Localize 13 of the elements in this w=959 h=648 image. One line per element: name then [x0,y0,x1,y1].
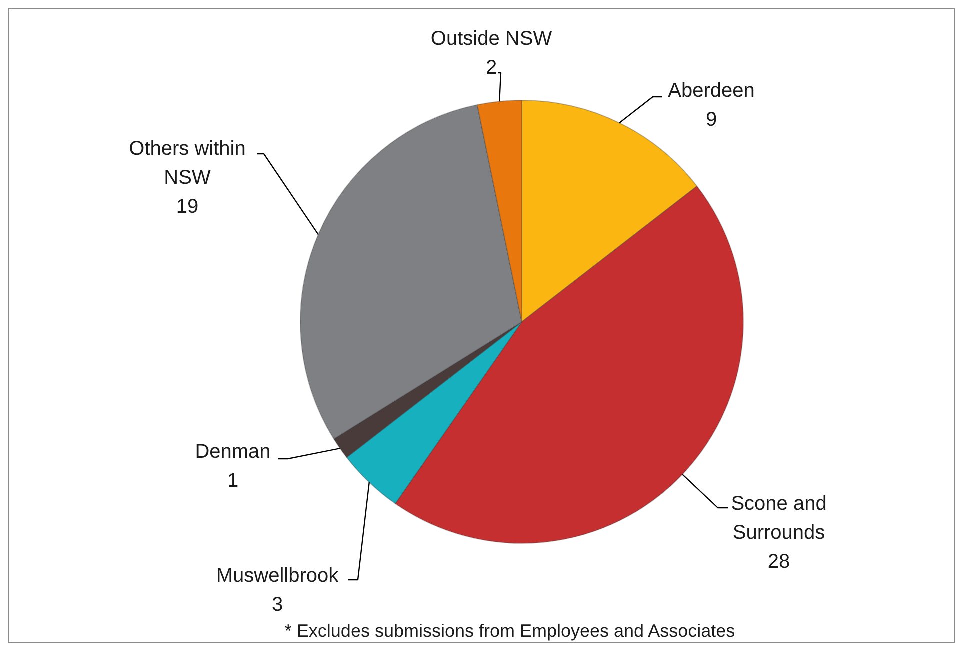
slice-label: Outside NSW [430,28,552,50]
data-label: 19 [176,196,199,218]
data-label: 3 [272,594,284,616]
slice-label: Aberdeen [668,80,755,102]
data-label: 28 [768,551,790,573]
text: * Excludes submissions from Employees and Associates [284,621,736,641]
slice-label: Others within NSW [129,138,246,189]
slice-label: Denman [195,441,271,463]
data-label: 2 [486,57,498,79]
slice-label: Scone and Surrounds [731,493,827,544]
slice-label: Muswellbrook [216,565,340,587]
data-label: 1 [227,470,239,492]
data-label: 9 [706,109,718,131]
